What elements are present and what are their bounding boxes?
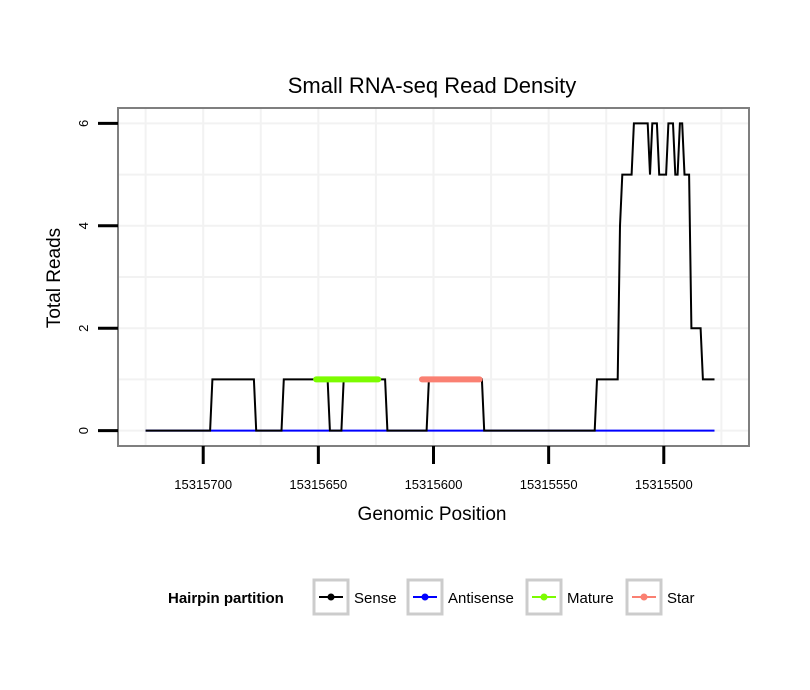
- legend-key-point: [640, 593, 648, 601]
- legend-key-point: [540, 593, 548, 601]
- x-tick-label: 15315500: [635, 477, 693, 492]
- x-axis: 15315700 15315650 15315600 15315550 15315500: [174, 446, 693, 492]
- legend: Hairpin partition Sense Antisense Mature St…: [168, 578, 695, 616]
- y-axis-title: Total Reads: [44, 228, 65, 328]
- x-tick-label: 15315600: [405, 477, 463, 492]
- legend-label-star: Star: [667, 590, 695, 607]
- legend-key-point: [421, 593, 429, 601]
- chart-title: Small RNA-seq Read Density: [288, 73, 577, 98]
- y-tick-label: 6: [76, 120, 91, 127]
- legend-label-sense: Sense: [354, 590, 397, 607]
- x-tick-label: 15315700: [174, 477, 232, 492]
- legend-title: Hairpin partition: [168, 590, 284, 607]
- legend-label-antisense: Antisense: [448, 590, 514, 607]
- x-tick-label: 15315650: [289, 477, 347, 492]
- y-tick-label: 4: [76, 222, 91, 229]
- legend-key-point: [327, 593, 335, 601]
- legend-label-mature: Mature: [567, 590, 614, 607]
- x-tick-label: 15315550: [520, 477, 578, 492]
- series-layer: [145, 122, 715, 432]
- y-tick-label: 2: [76, 325, 91, 332]
- grid: [119, 109, 748, 445]
- y-axis: 0 2 4 6: [76, 120, 118, 434]
- y-tick-label: 0: [76, 427, 91, 434]
- x-axis-title: Genomic Position: [358, 504, 507, 525]
